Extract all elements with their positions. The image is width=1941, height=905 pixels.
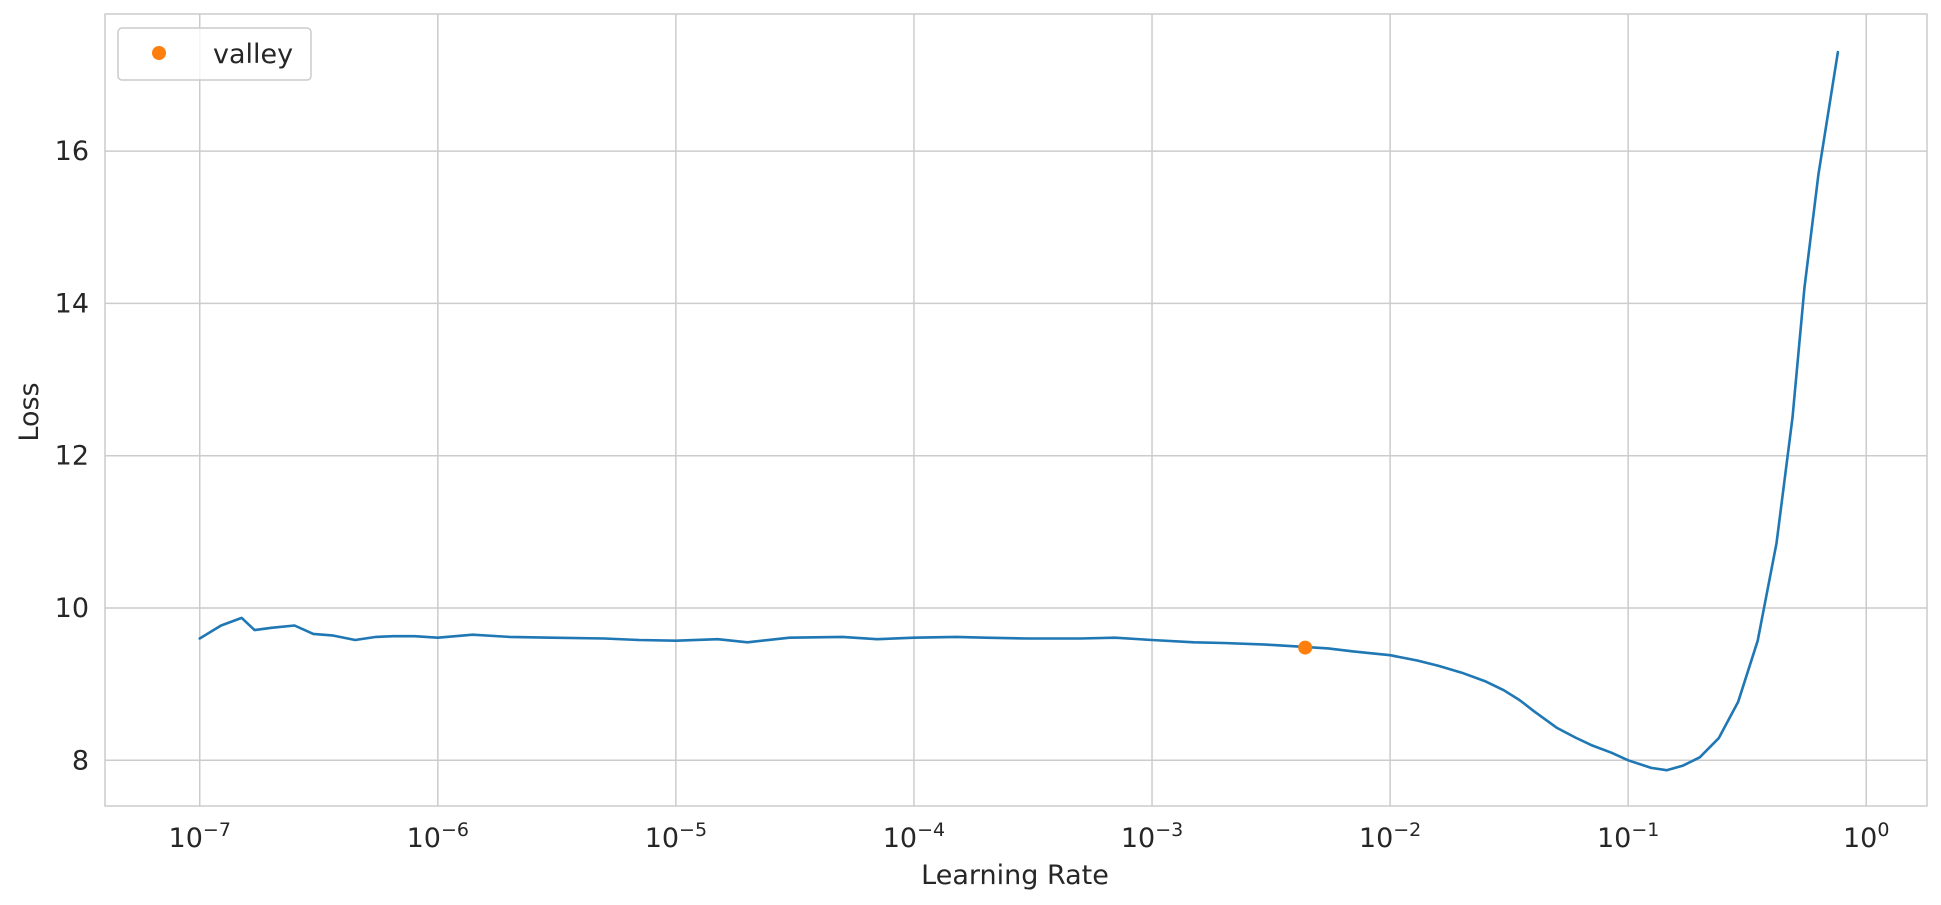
- x-tick-label: 10−5: [645, 819, 707, 854]
- grid-lines: [105, 14, 1927, 806]
- plot-area: [104, 13, 1928, 807]
- series-layer: [198, 50, 1840, 772]
- y-tick-label: 12: [55, 441, 89, 472]
- y-axis-label: Loss: [14, 382, 45, 441]
- y-tick-label: 8: [72, 745, 89, 776]
- valley-point: [1298, 640, 1313, 655]
- legend-marker-valley: [152, 46, 166, 60]
- y-tick-label: 14: [55, 288, 89, 319]
- legend-label-valley: valley: [213, 39, 293, 70]
- x-tick-label: 10−1: [1597, 819, 1659, 854]
- x-tick-label: 10−2: [1359, 819, 1421, 854]
- x-tick-label: 100: [1843, 819, 1889, 854]
- x-tick-label: 10−6: [407, 819, 469, 854]
- x-tick-label: 10−3: [1121, 819, 1183, 854]
- y-axis-ticks: 8 10 12 14 16: [55, 136, 89, 776]
- x-tick-label: 10−4: [883, 819, 945, 854]
- loss-curve-line: [198, 50, 1840, 772]
- legend-box: [117, 27, 312, 81]
- x-tick-label: 10−7: [169, 819, 231, 854]
- x-axis-ticks: 10−7 10−6 10−5 10−4 10−3 10−2 10−1 100: [169, 819, 1890, 854]
- legend: valley: [117, 27, 312, 81]
- y-tick-label: 16: [55, 136, 89, 167]
- x-axis-label: Learning Rate: [921, 860, 1109, 891]
- y-tick-label: 10: [55, 593, 89, 624]
